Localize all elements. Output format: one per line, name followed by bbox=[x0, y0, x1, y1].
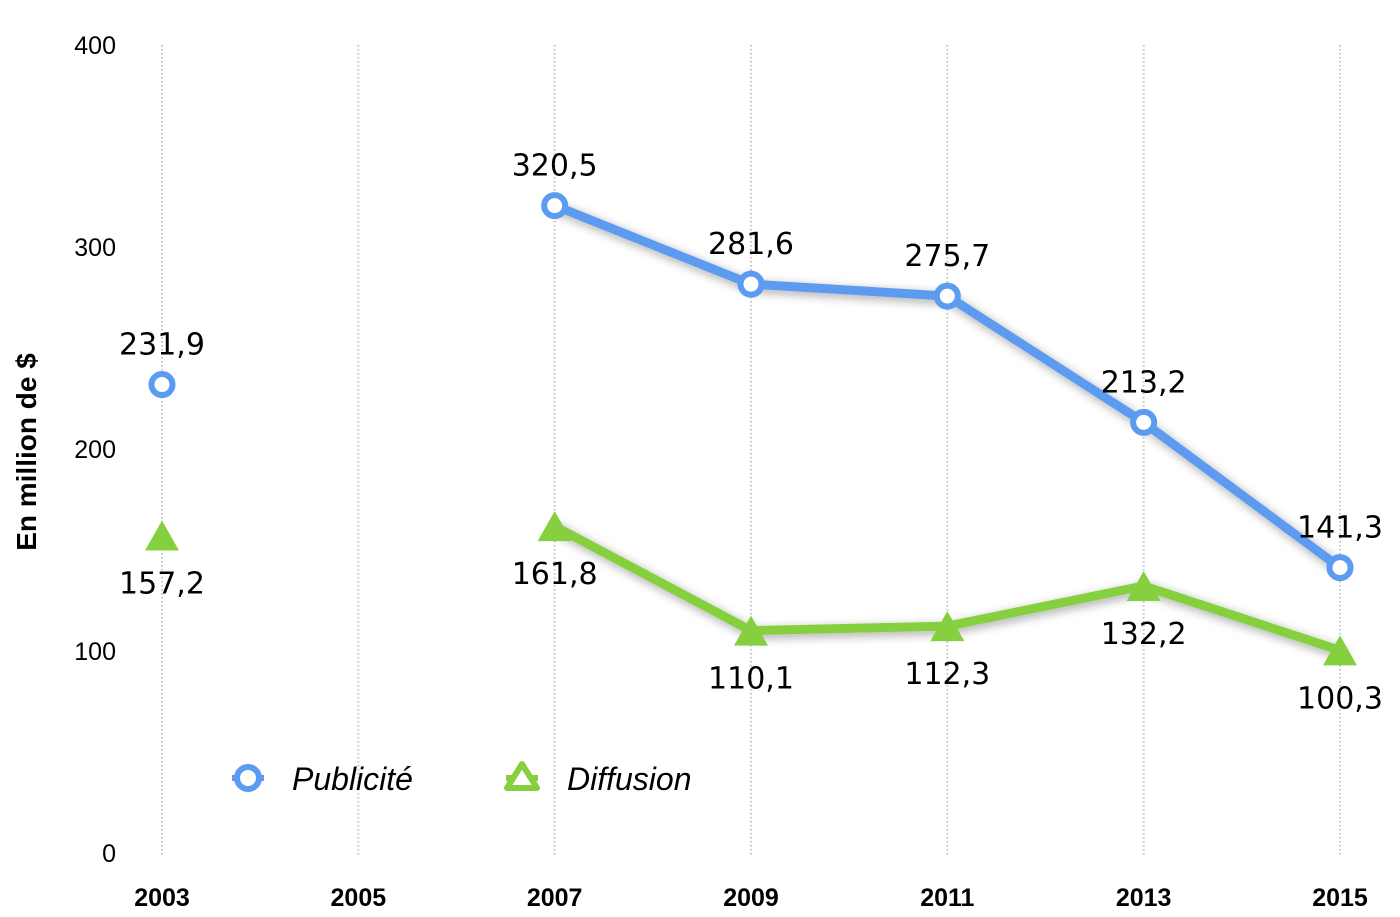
x-tick-label: 2009 bbox=[723, 884, 779, 912]
series-publicite bbox=[148, 192, 1354, 582]
data-label: 275,7 bbox=[904, 239, 990, 274]
y-tick-label: 100 bbox=[74, 638, 116, 666]
x-axis: 2003 2005 2007 2009 2011 2013 2015 bbox=[134, 884, 1368, 912]
data-label: 132,2 bbox=[1101, 617, 1187, 652]
data-label: 157,2 bbox=[119, 566, 205, 601]
data-label: 112,3 bbox=[904, 657, 990, 692]
legend-label: Diffusion bbox=[567, 761, 692, 797]
series-diffusion bbox=[145, 511, 1357, 666]
data-point bbox=[148, 371, 176, 399]
data-labels: 231,9 320,5 281,6 275,7 213,2 141,3 157,2 161,8… bbox=[119, 149, 1383, 717]
data-point bbox=[145, 520, 179, 551]
y-tick-label: 0 bbox=[102, 840, 116, 868]
data-label: 320,5 bbox=[512, 149, 598, 184]
legend-item: Publicité bbox=[232, 761, 413, 797]
y-tick-label: 200 bbox=[74, 436, 116, 464]
x-tick-label: 2011 bbox=[920, 884, 974, 912]
data-label: 281,6 bbox=[708, 227, 794, 262]
data-label: 231,9 bbox=[119, 328, 205, 363]
y-axis-label: En million de $ bbox=[11, 353, 42, 551]
x-tick-label: 2015 bbox=[1312, 884, 1368, 912]
data-point bbox=[1323, 635, 1357, 666]
legend: Publicité Diffusion bbox=[232, 761, 692, 797]
data-point bbox=[537, 511, 572, 542]
data-label: 110,1 bbox=[708, 662, 794, 697]
y-tick-label: 400 bbox=[74, 32, 116, 60]
x-tick-label: 2007 bbox=[527, 884, 583, 912]
data-point bbox=[933, 282, 961, 310]
y-tick-label: 300 bbox=[74, 234, 116, 262]
legend-item: Diffusion bbox=[504, 761, 692, 797]
data-label: 161,8 bbox=[512, 557, 598, 592]
data-point bbox=[541, 192, 569, 220]
y-axis: 0 100 200 300 400 bbox=[74, 32, 116, 868]
series bbox=[145, 192, 1357, 666]
legend-marker bbox=[234, 764, 262, 792]
data-label: 100,3 bbox=[1297, 681, 1383, 716]
data-label: 213,2 bbox=[1101, 365, 1187, 400]
data-point bbox=[1326, 554, 1354, 582]
data-point bbox=[1130, 408, 1158, 436]
data-point bbox=[734, 615, 768, 646]
data-point bbox=[1126, 570, 1161, 601]
gridlines bbox=[161, 45, 1341, 855]
x-tick-label: 2003 bbox=[134, 884, 190, 912]
data-label: 141,3 bbox=[1297, 511, 1383, 546]
legend-marker bbox=[504, 761, 540, 791]
data-point bbox=[930, 611, 965, 642]
data-point bbox=[737, 270, 765, 298]
x-tick-label: 2005 bbox=[331, 884, 387, 912]
x-tick-label: 2013 bbox=[1116, 884, 1172, 912]
legend-label: Publicité bbox=[292, 761, 413, 797]
